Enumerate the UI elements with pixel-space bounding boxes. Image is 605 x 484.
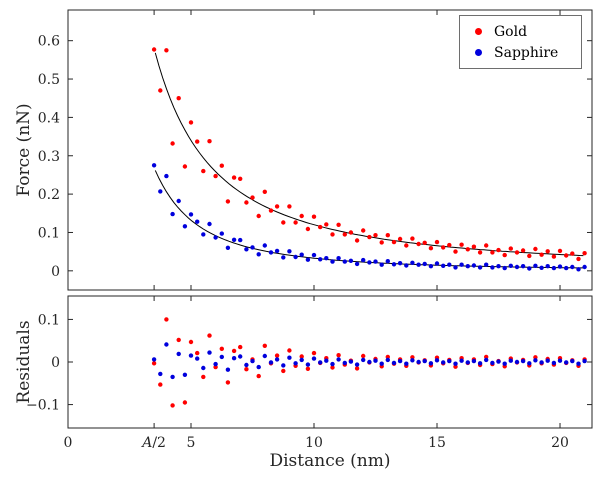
bottom-panel: 0 A/2 5 10 15 20 −0.1 0 0.1 <box>26 295 593 451</box>
legend-entry-sapphire: Sapphire <box>460 42 581 63</box>
x-tick-label: 10 <box>305 435 323 451</box>
y-tick-label: 0.1 <box>38 225 60 241</box>
legend-label-sapphire: Sapphire <box>494 44 559 61</box>
y-tick-label: 0.1 <box>38 312 60 328</box>
gold-fit-line <box>154 52 584 257</box>
sapphire-residual-points <box>151 342 587 380</box>
legend-entry-gold: Gold <box>460 21 581 42</box>
top-panel: 0 0.1 0.2 0.3 0.4 0.5 0.6 <box>38 9 593 291</box>
x-tick-label: 5 <box>187 435 196 451</box>
y-tick-label: 0.5 <box>38 72 60 88</box>
y-tick-label: 0 <box>51 355 60 371</box>
legend: Gold Sapphire <box>459 15 582 69</box>
sapphire-points <box>151 163 587 272</box>
sapphire-fit-line <box>154 170 584 269</box>
gold-points <box>151 47 587 262</box>
x-tick-label: 15 <box>428 435 446 451</box>
y-tick-label: 0.4 <box>38 110 60 126</box>
y-tick-label: 0.3 <box>38 149 60 165</box>
y-tick-label: −0.1 <box>26 398 60 414</box>
x-tick-label: A/2 <box>140 435 166 451</box>
y-tick-label: 0 <box>51 264 60 280</box>
y-tick-label: 0.2 <box>38 187 60 203</box>
x-tick-label: 20 <box>551 435 569 451</box>
gold-marker-icon <box>475 28 482 35</box>
sapphire-marker-icon <box>475 49 482 56</box>
x-tick-label: 0 <box>64 435 73 451</box>
y-tick-label: 0.6 <box>38 34 60 50</box>
legend-label-gold: Gold <box>494 23 528 40</box>
